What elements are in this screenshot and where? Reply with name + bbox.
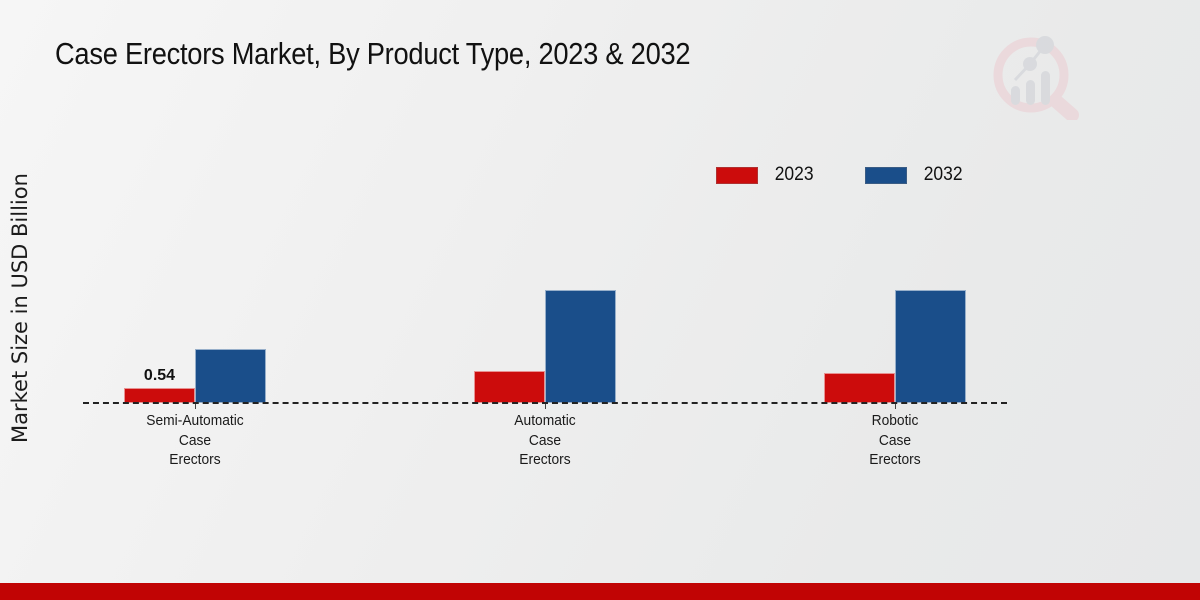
legend-item-2032: 2032 (865, 164, 964, 186)
legend-swatch-2032-icon (865, 166, 908, 184)
legend-label-2023: 2023 (774, 164, 814, 185)
bar-2023-robotic (824, 373, 895, 403)
bar-2023-automatic (474, 371, 545, 403)
chart-title: Case Erectors Market, By Product Type, 2… (55, 36, 691, 71)
axis-tick (545, 404, 546, 409)
bar-2023-semi-automatic (124, 388, 195, 403)
category-label-semi-automatic: Semi-Automatic Case Erectors (146, 412, 244, 468)
y-axis-title: Market Size in USD Billion (8, 173, 32, 443)
legend-swatch-2023-icon (716, 166, 758, 184)
bar-value-label: 0.54 (143, 367, 176, 384)
legend-label-2032: 2032 (923, 164, 963, 185)
legend-item-2023: 2023 (716, 164, 815, 186)
axis-tick (195, 404, 196, 409)
x-axis-baseline (83, 402, 1007, 404)
bar-2032-semi-automatic (195, 349, 266, 403)
bar-2032-robotic (895, 290, 966, 403)
bar-2032-automatic (545, 290, 616, 403)
footer-accent-bar (0, 583, 1200, 600)
category-label-robotic: Robotic Case Erectors (869, 412, 921, 468)
watermark-logo-icon (993, 36, 1079, 120)
category-label-automatic: Automatic Case Erectors (514, 412, 576, 468)
legend: 2023 2032 (716, 164, 965, 186)
axis-tick (895, 404, 896, 409)
